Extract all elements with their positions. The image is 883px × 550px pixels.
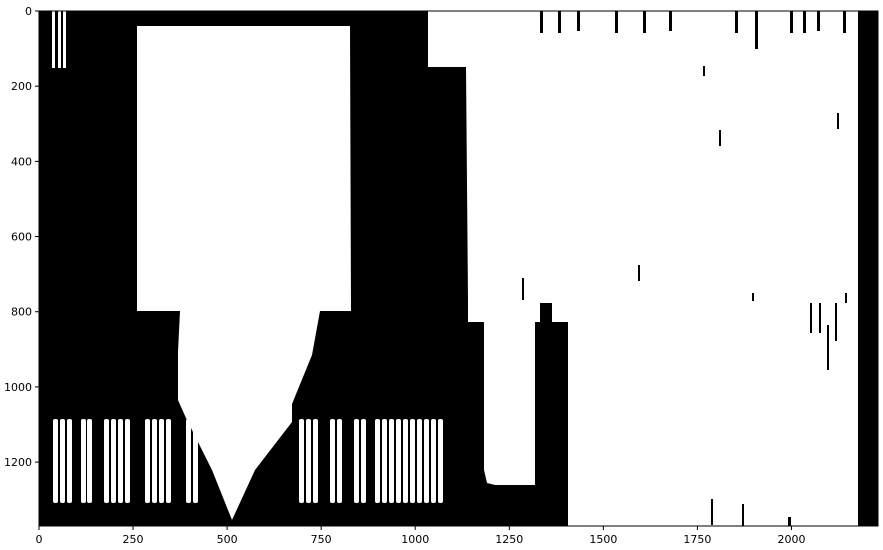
black-mark-8 (790, 11, 793, 33)
bottom-stripe-22 (375, 419, 380, 503)
bottom-stripe-27 (410, 419, 415, 503)
bottom-stripe-18 (330, 419, 335, 503)
x-tick-label-8: 2000 (777, 533, 805, 546)
x-tick-label-1: 250 (123, 533, 144, 546)
bottom-stripe-23 (382, 419, 387, 503)
bottom-stripe-5 (104, 419, 109, 503)
bottom-stripe-13 (186, 419, 191, 503)
bottom-stripe-16 (306, 419, 311, 503)
bottom-stripe-26 (403, 419, 408, 503)
black-mark-4 (643, 11, 646, 33)
y-tick-label-6: 1200 (4, 456, 32, 469)
black-mark-21 (845, 293, 847, 303)
bottom-stripe-29 (424, 419, 429, 503)
bottom-stripe-17 (313, 419, 318, 503)
bottom-stripe-3 (81, 419, 86, 503)
black-mark-11 (843, 11, 846, 33)
y-tick-label-1: 200 (11, 80, 32, 93)
black-mark-17 (522, 278, 524, 300)
black-mark-13 (719, 130, 721, 146)
black-mark-3 (615, 11, 618, 33)
bottom-stripe-12 (166, 419, 171, 503)
bottom-stripe-10 (152, 419, 157, 503)
bottom-stripe-30 (431, 419, 436, 503)
axes-frame (38, 10, 879, 527)
black-mark-9 (803, 11, 806, 33)
bottom-stripe-4 (87, 419, 92, 503)
bottom-stripe-6 (111, 419, 116, 503)
bottom-stripe-24 (389, 419, 394, 503)
black-mark-15 (752, 293, 754, 301)
x-tick-label-0: 0 (36, 533, 43, 546)
bottom-stripe-20 (354, 419, 359, 503)
binary-mask-image (39, 11, 878, 526)
bottom-stripe-31 (438, 419, 443, 503)
black-mark-25 (788, 517, 791, 526)
black-mark-23 (711, 499, 713, 525)
x-tick-label-5: 1250 (495, 533, 523, 546)
black-mark-20 (835, 303, 837, 341)
bottom-stripe-28 (417, 419, 422, 503)
bottom-stripe-14 (193, 419, 198, 503)
x-tick-label-7: 1750 (683, 533, 711, 546)
bottom-stripe-9 (145, 419, 150, 503)
x-tick-label-3: 750 (311, 533, 332, 546)
black-mark-24 (742, 504, 744, 526)
x-tick-label-4: 1000 (401, 533, 429, 546)
black-mark-6 (735, 11, 738, 33)
x-axis: 0 250 500 750 1000 1250 1500 1750 2000 (36, 526, 805, 546)
black-mark-14 (638, 265, 640, 281)
black-mark-22 (837, 113, 839, 129)
black-mark-5 (669, 11, 672, 31)
bottom-stripe-21 (361, 419, 366, 503)
bottom-stripe-19 (337, 419, 342, 503)
bottom-stripe-2 (67, 419, 72, 503)
black-mark-0 (540, 11, 543, 33)
y-tick-label-0: 0 (25, 5, 32, 18)
black-mark-7 (755, 11, 758, 49)
black-mark-16 (827, 325, 829, 370)
bottom-stripe-0 (53, 419, 58, 503)
black-mark-2 (577, 11, 580, 31)
black-mark-1 (558, 11, 561, 33)
bottom-stripe-25 (396, 419, 401, 503)
bottom-stripe-11 (159, 419, 164, 503)
y-tick-label-5: 1000 (4, 381, 32, 394)
x-tick-label-2: 500 (217, 533, 238, 546)
y-tick-label-3: 600 (11, 231, 32, 244)
black-mark-10 (817, 11, 820, 31)
y-tick-label-2: 400 (11, 155, 32, 168)
bottom-stripe-group (53, 419, 443, 503)
black-mark-12 (703, 66, 705, 76)
bottom-stripe-7 (118, 419, 123, 503)
y-axis: 0 200 400 600 800 1000 1200 (4, 5, 39, 469)
y-tick-label-4: 800 (11, 306, 32, 319)
x-tick-label-6: 1500 (589, 533, 617, 546)
black-mark-19 (819, 303, 821, 333)
right-mark-group (522, 11, 847, 526)
bottom-stripe-15 (299, 419, 304, 503)
bottom-stripe-1 (60, 419, 65, 503)
black-mark-18 (810, 303, 812, 333)
bottom-stripe-8 (125, 419, 130, 503)
